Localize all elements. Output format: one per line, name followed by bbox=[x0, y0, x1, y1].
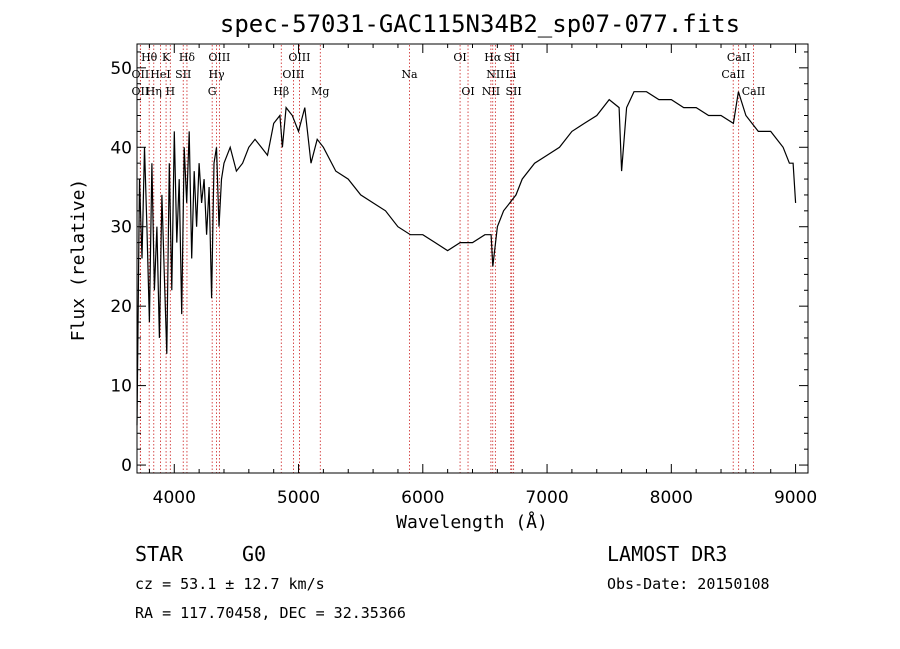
x-tick-label: 7000 bbox=[525, 488, 568, 508]
line-marker-label: Hθ bbox=[141, 51, 158, 64]
y-tick-label: 0 bbox=[121, 456, 132, 476]
line-marker-label: HeI bbox=[150, 68, 170, 81]
observation-date: Obs-Date: 20150108 bbox=[607, 575, 770, 593]
y-tick-label: 30 bbox=[110, 218, 132, 238]
x-tick-label: 8000 bbox=[650, 488, 693, 508]
line-marker-label: SII bbox=[504, 51, 520, 64]
x-axis-ticks: 4000 5000 6000 7000 8000 9000 bbox=[148, 44, 817, 508]
line-marker-label: CaII bbox=[742, 85, 766, 98]
line-marker-label: CaII bbox=[721, 68, 745, 81]
line-marker-label: OI bbox=[461, 85, 474, 98]
x-tick-label: 6000 bbox=[401, 488, 444, 508]
x-tick-label: 5000 bbox=[277, 488, 320, 508]
line-marker-label: OIII bbox=[282, 68, 304, 81]
line-marker-label: Hα bbox=[484, 51, 502, 64]
line-marker-label: OIII bbox=[208, 51, 230, 64]
line-marker-label: SII bbox=[175, 68, 191, 81]
line-markers bbox=[139, 45, 754, 473]
y-tick-label: 50 bbox=[110, 59, 132, 79]
line-marker-label: Na bbox=[401, 68, 418, 81]
line-marker-label: G bbox=[208, 85, 217, 98]
line-marker-label: OI bbox=[453, 51, 466, 64]
y-axis-ticks: 0 10 20 30 40 50 bbox=[110, 51, 808, 476]
line-marker-label: SII bbox=[506, 85, 522, 98]
line-marker-label: OII bbox=[131, 85, 149, 98]
line-marker-label: NII bbox=[486, 68, 504, 81]
object-subclass: G0 bbox=[242, 542, 266, 566]
object-class: STAR bbox=[135, 542, 184, 566]
chart-title: spec-57031-GAC115N34B2_sp07-077.fits bbox=[220, 10, 740, 38]
line-marker-label: H bbox=[166, 85, 176, 98]
line-marker-label: CaII bbox=[727, 51, 751, 64]
line-marker-label: Hγ bbox=[208, 68, 225, 81]
plot-frame bbox=[136, 43, 809, 474]
line-marker-label: K bbox=[162, 51, 171, 64]
line-marker-label: Mg bbox=[311, 85, 329, 98]
line-marker-label: Hβ bbox=[273, 85, 289, 98]
y-tick-label: 20 bbox=[110, 297, 132, 317]
line-marker-label: OII bbox=[131, 68, 149, 81]
x-tick-label: 9000 bbox=[774, 488, 817, 508]
line-marker-label: Hδ bbox=[179, 51, 196, 64]
line-marker-label: Hη bbox=[146, 85, 162, 98]
x-axis-label: Wavelength (Å) bbox=[396, 511, 548, 533]
redshift-velocity: cz = 53.1 ± 12.7 km/s bbox=[135, 575, 325, 593]
line-marker-label: NII bbox=[482, 85, 500, 98]
y-axis-label: Flux (relative) bbox=[68, 179, 89, 342]
survey-name: LAMOST DR3 bbox=[607, 542, 727, 566]
spectrum-line bbox=[136, 91, 797, 426]
coordinates: RA = 117.70458, DEC = 32.35366 bbox=[135, 604, 406, 622]
x-tick-label: 4000 bbox=[153, 488, 196, 508]
line-marker-label: OIII bbox=[288, 51, 310, 64]
y-tick-label: 10 bbox=[110, 377, 132, 397]
line-marker-label: Li bbox=[505, 68, 516, 81]
y-tick-label: 40 bbox=[110, 138, 132, 158]
